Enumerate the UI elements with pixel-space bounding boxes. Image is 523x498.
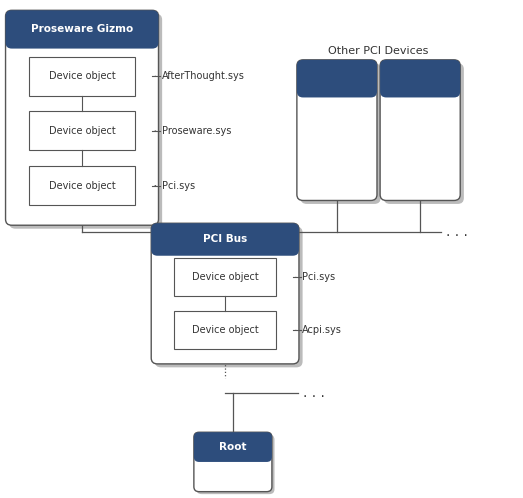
FancyBboxPatch shape: [6, 10, 158, 225]
FancyBboxPatch shape: [151, 223, 299, 256]
FancyBboxPatch shape: [194, 432, 272, 492]
Text: Device object: Device object: [49, 71, 116, 81]
Text: Pci.sys: Pci.sys: [162, 181, 195, 191]
Bar: [199, 446, 267, 457]
FancyBboxPatch shape: [6, 10, 158, 49]
FancyBboxPatch shape: [297, 60, 377, 201]
FancyBboxPatch shape: [155, 227, 303, 368]
Bar: [386, 77, 454, 92]
FancyBboxPatch shape: [194, 432, 272, 462]
Bar: [29, 57, 135, 96]
Bar: [157, 239, 293, 250]
Text: Pci.sys: Pci.sys: [302, 272, 335, 282]
Text: Device object: Device object: [192, 272, 258, 282]
Bar: [12, 28, 152, 43]
Text: AfterThought.sys: AfterThought.sys: [162, 71, 244, 81]
FancyBboxPatch shape: [380, 60, 460, 201]
Bar: [303, 77, 371, 92]
FancyBboxPatch shape: [151, 223, 299, 364]
FancyBboxPatch shape: [301, 63, 381, 204]
Text: PCI Bus: PCI Bus: [203, 235, 247, 245]
Bar: [174, 258, 276, 296]
Text: Device object: Device object: [49, 126, 116, 136]
Text: Device object: Device object: [192, 325, 258, 335]
FancyBboxPatch shape: [197, 435, 275, 494]
Bar: [29, 166, 135, 205]
Text: Root: Root: [219, 442, 247, 452]
Text: . . .: . . .: [446, 225, 468, 239]
Bar: [29, 112, 135, 150]
Bar: [174, 311, 276, 349]
Text: Device object: Device object: [49, 181, 116, 191]
Text: Proseware.sys: Proseware.sys: [162, 126, 231, 136]
FancyBboxPatch shape: [380, 60, 460, 98]
FancyBboxPatch shape: [384, 63, 464, 204]
FancyBboxPatch shape: [9, 14, 162, 229]
Text: . . .: . . .: [303, 385, 325, 399]
Text: Other PCI Devices: Other PCI Devices: [328, 46, 429, 56]
Text: Proseware Gizmo: Proseware Gizmo: [31, 24, 133, 34]
FancyBboxPatch shape: [297, 60, 377, 98]
Text: Acpi.sys: Acpi.sys: [302, 325, 342, 335]
